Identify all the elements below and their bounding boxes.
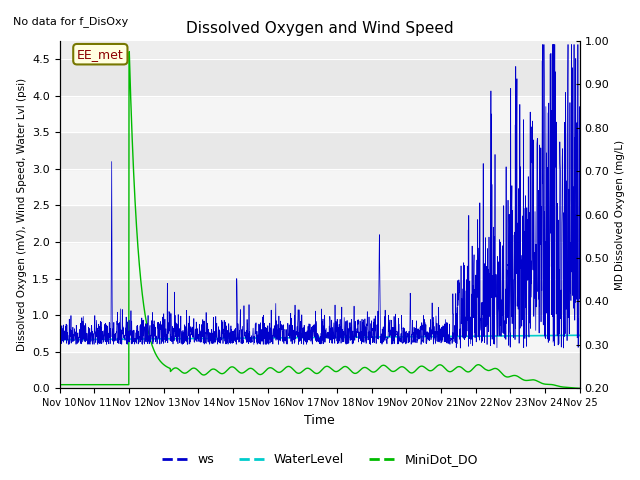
Bar: [60, 278, 580, 315]
Y-axis label: MD Dissolved Oxygen (mg/L): MD Dissolved Oxygen (mg/L): [615, 140, 625, 289]
Bar: [60, 169, 580, 205]
Bar: [60, 132, 580, 169]
Bar: [60, 59, 580, 96]
Text: No data for f_DisOxy: No data for f_DisOxy: [13, 16, 128, 27]
X-axis label: Time: Time: [305, 414, 335, 427]
Bar: [60, 242, 580, 278]
Bar: [60, 315, 580, 352]
Text: EE_met: EE_met: [77, 48, 124, 60]
Bar: [60, 96, 580, 132]
Bar: [60, 205, 580, 242]
Y-axis label: Dissolved Oxygen (mV), Wind Speed, Water Lvl (psi): Dissolved Oxygen (mV), Wind Speed, Water…: [17, 78, 27, 351]
Legend: ws, WaterLevel, MiniDot_DO: ws, WaterLevel, MiniDot_DO: [157, 448, 483, 471]
Title: Dissolved Oxygen and Wind Speed: Dissolved Oxygen and Wind Speed: [186, 21, 454, 36]
Bar: [60, 352, 580, 388]
